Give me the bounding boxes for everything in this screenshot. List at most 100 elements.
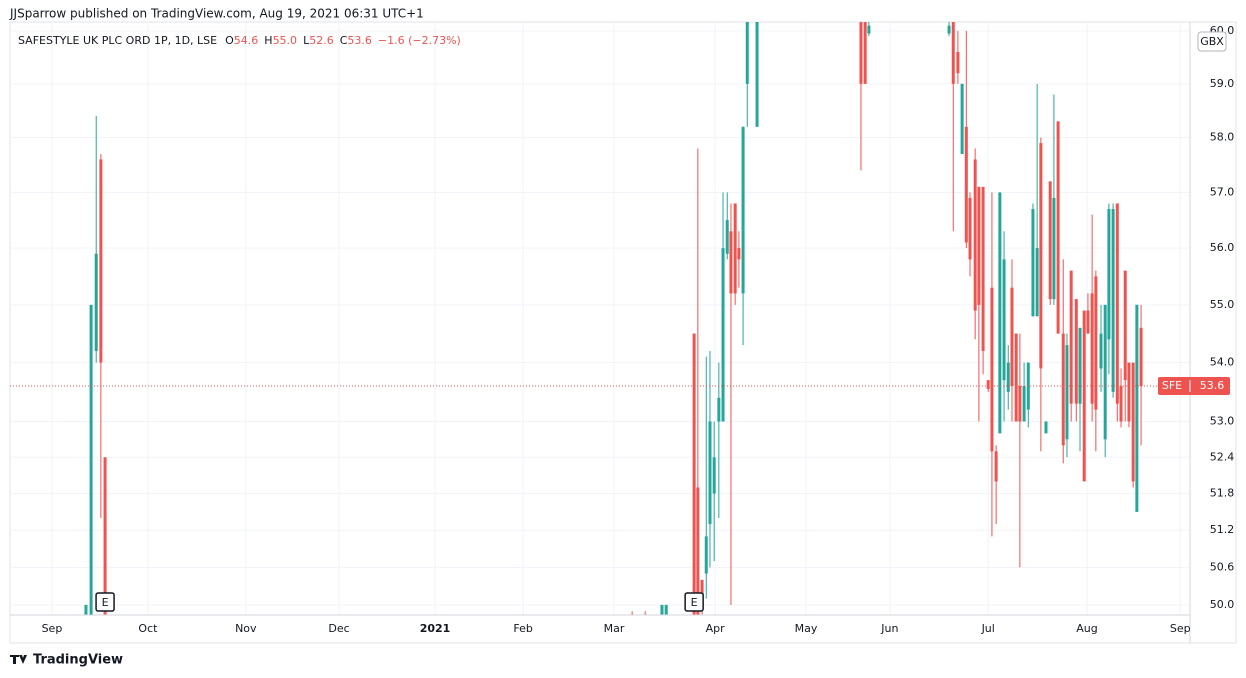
candle-body <box>1099 333 1103 369</box>
candle-body <box>664 604 668 615</box>
candle-body <box>729 231 733 294</box>
legend-key: O <box>225 34 234 47</box>
candle-body <box>1014 333 1018 422</box>
candle-body <box>99 159 103 363</box>
last-price-label: 53.6 <box>1200 379 1225 392</box>
legend-key: H <box>264 34 272 47</box>
candle-body <box>1111 209 1115 392</box>
x-tick-label: Aug <box>1076 622 1097 635</box>
y-tick-label: 51.8 <box>1210 487 1235 500</box>
candle-body <box>696 487 700 615</box>
candle-body <box>859 22 863 84</box>
candle-body <box>755 22 759 127</box>
candle-body <box>1052 197 1056 300</box>
candle-body <box>1074 299 1078 404</box>
candle-body <box>741 126 745 294</box>
candle-body <box>968 197 972 260</box>
event-label: E <box>102 596 109 609</box>
candle-body <box>1078 327 1082 404</box>
candle-body <box>863 22 867 84</box>
legend-value: 55.0 <box>273 34 298 47</box>
candle-body <box>1006 362 1010 392</box>
y-tick-label: 59.0 <box>1210 77 1235 90</box>
candle-body <box>1035 248 1039 317</box>
candle-body <box>733 203 737 294</box>
candle-body <box>1115 203 1119 404</box>
x-tick-label: Sep <box>1170 622 1191 635</box>
x-tick-label: May <box>795 622 818 635</box>
candle-body <box>867 25 871 34</box>
candle-body <box>1018 386 1022 422</box>
candle-body <box>84 604 88 615</box>
candle-body <box>960 83 964 154</box>
candle-body <box>1131 362 1135 482</box>
candle-body <box>721 248 725 422</box>
candle-body <box>1090 293 1094 404</box>
candle-body <box>977 186 981 305</box>
legend-key: C <box>340 34 348 47</box>
y-tick-label: 52.4 <box>1210 450 1235 463</box>
candle-body <box>964 126 968 243</box>
candle-body <box>725 220 729 254</box>
candle-body <box>1086 310 1090 334</box>
y-tick-label: 54.0 <box>1210 356 1235 369</box>
x-tick-label: Mar <box>604 622 625 635</box>
candle-body <box>1094 276 1098 410</box>
candle-body <box>1139 327 1143 387</box>
candle-body <box>1002 259 1006 381</box>
candle-body <box>1103 304 1107 440</box>
candle-body <box>981 186 985 351</box>
candle-body <box>1061 333 1065 446</box>
candle-body <box>737 248 741 260</box>
candle-body <box>708 421 712 525</box>
legend-change: −1.6 (−2.73%) <box>378 34 461 47</box>
legend-key: L <box>303 34 310 47</box>
candle-body <box>1119 386 1123 422</box>
y-tick-label: 50.0 <box>1210 598 1235 611</box>
candle-body <box>1022 386 1026 422</box>
candle-body <box>994 451 998 482</box>
candle-body <box>745 22 749 84</box>
x-tick-label: Apr <box>706 622 726 635</box>
candle-body <box>947 25 951 34</box>
candle-body <box>712 457 716 494</box>
x-tick-label: Jul <box>981 622 995 635</box>
y-tick-label: 51.2 <box>1210 523 1235 536</box>
legend-value: 53.6 <box>347 34 372 47</box>
candle-body <box>103 457 107 615</box>
candle-body <box>1123 270 1127 381</box>
candle-body <box>1026 362 1030 410</box>
logo <box>10 655 27 664</box>
y-tick-label: 50.6 <box>1210 560 1235 573</box>
y-tick-label: 53.0 <box>1210 414 1235 427</box>
candle-body <box>704 536 708 574</box>
event-marker <box>684 592 704 612</box>
candle-body <box>94 253 98 351</box>
x-tick-label: Nov <box>235 622 257 635</box>
candle-body <box>1048 181 1052 300</box>
x-tick-label: Sep <box>42 622 63 635</box>
candle-body <box>1082 310 1086 482</box>
candle-body <box>700 579 704 599</box>
legend: SAFESTYLE UK PLC ORD 1P, 1D, LSE O54.6 H55… <box>18 34 461 47</box>
publisher: JJSparrow published on TradingView.com, … <box>9 7 424 21</box>
footer: TradingView <box>10 653 123 668</box>
candle-body <box>1065 345 1069 440</box>
last-price-badge <box>1158 377 1230 396</box>
candle-body <box>1056 121 1060 334</box>
candle-body <box>1069 270 1073 404</box>
brand: TradingView <box>33 653 123 668</box>
candle-body <box>717 397 721 422</box>
x-tick-label: Jun <box>880 622 898 635</box>
y-tick-label: 56.0 <box>1210 241 1235 254</box>
x-tick-label: Dec <box>328 622 349 635</box>
currency-badge <box>1197 31 1227 52</box>
candle-body <box>956 51 960 74</box>
symbol-label: SFE <box>1162 379 1182 392</box>
x-tick-label: Oct <box>138 622 158 635</box>
candle-body <box>998 192 1002 434</box>
y-tick-label: 55.0 <box>1210 298 1235 311</box>
chart-frame <box>9 21 1237 644</box>
